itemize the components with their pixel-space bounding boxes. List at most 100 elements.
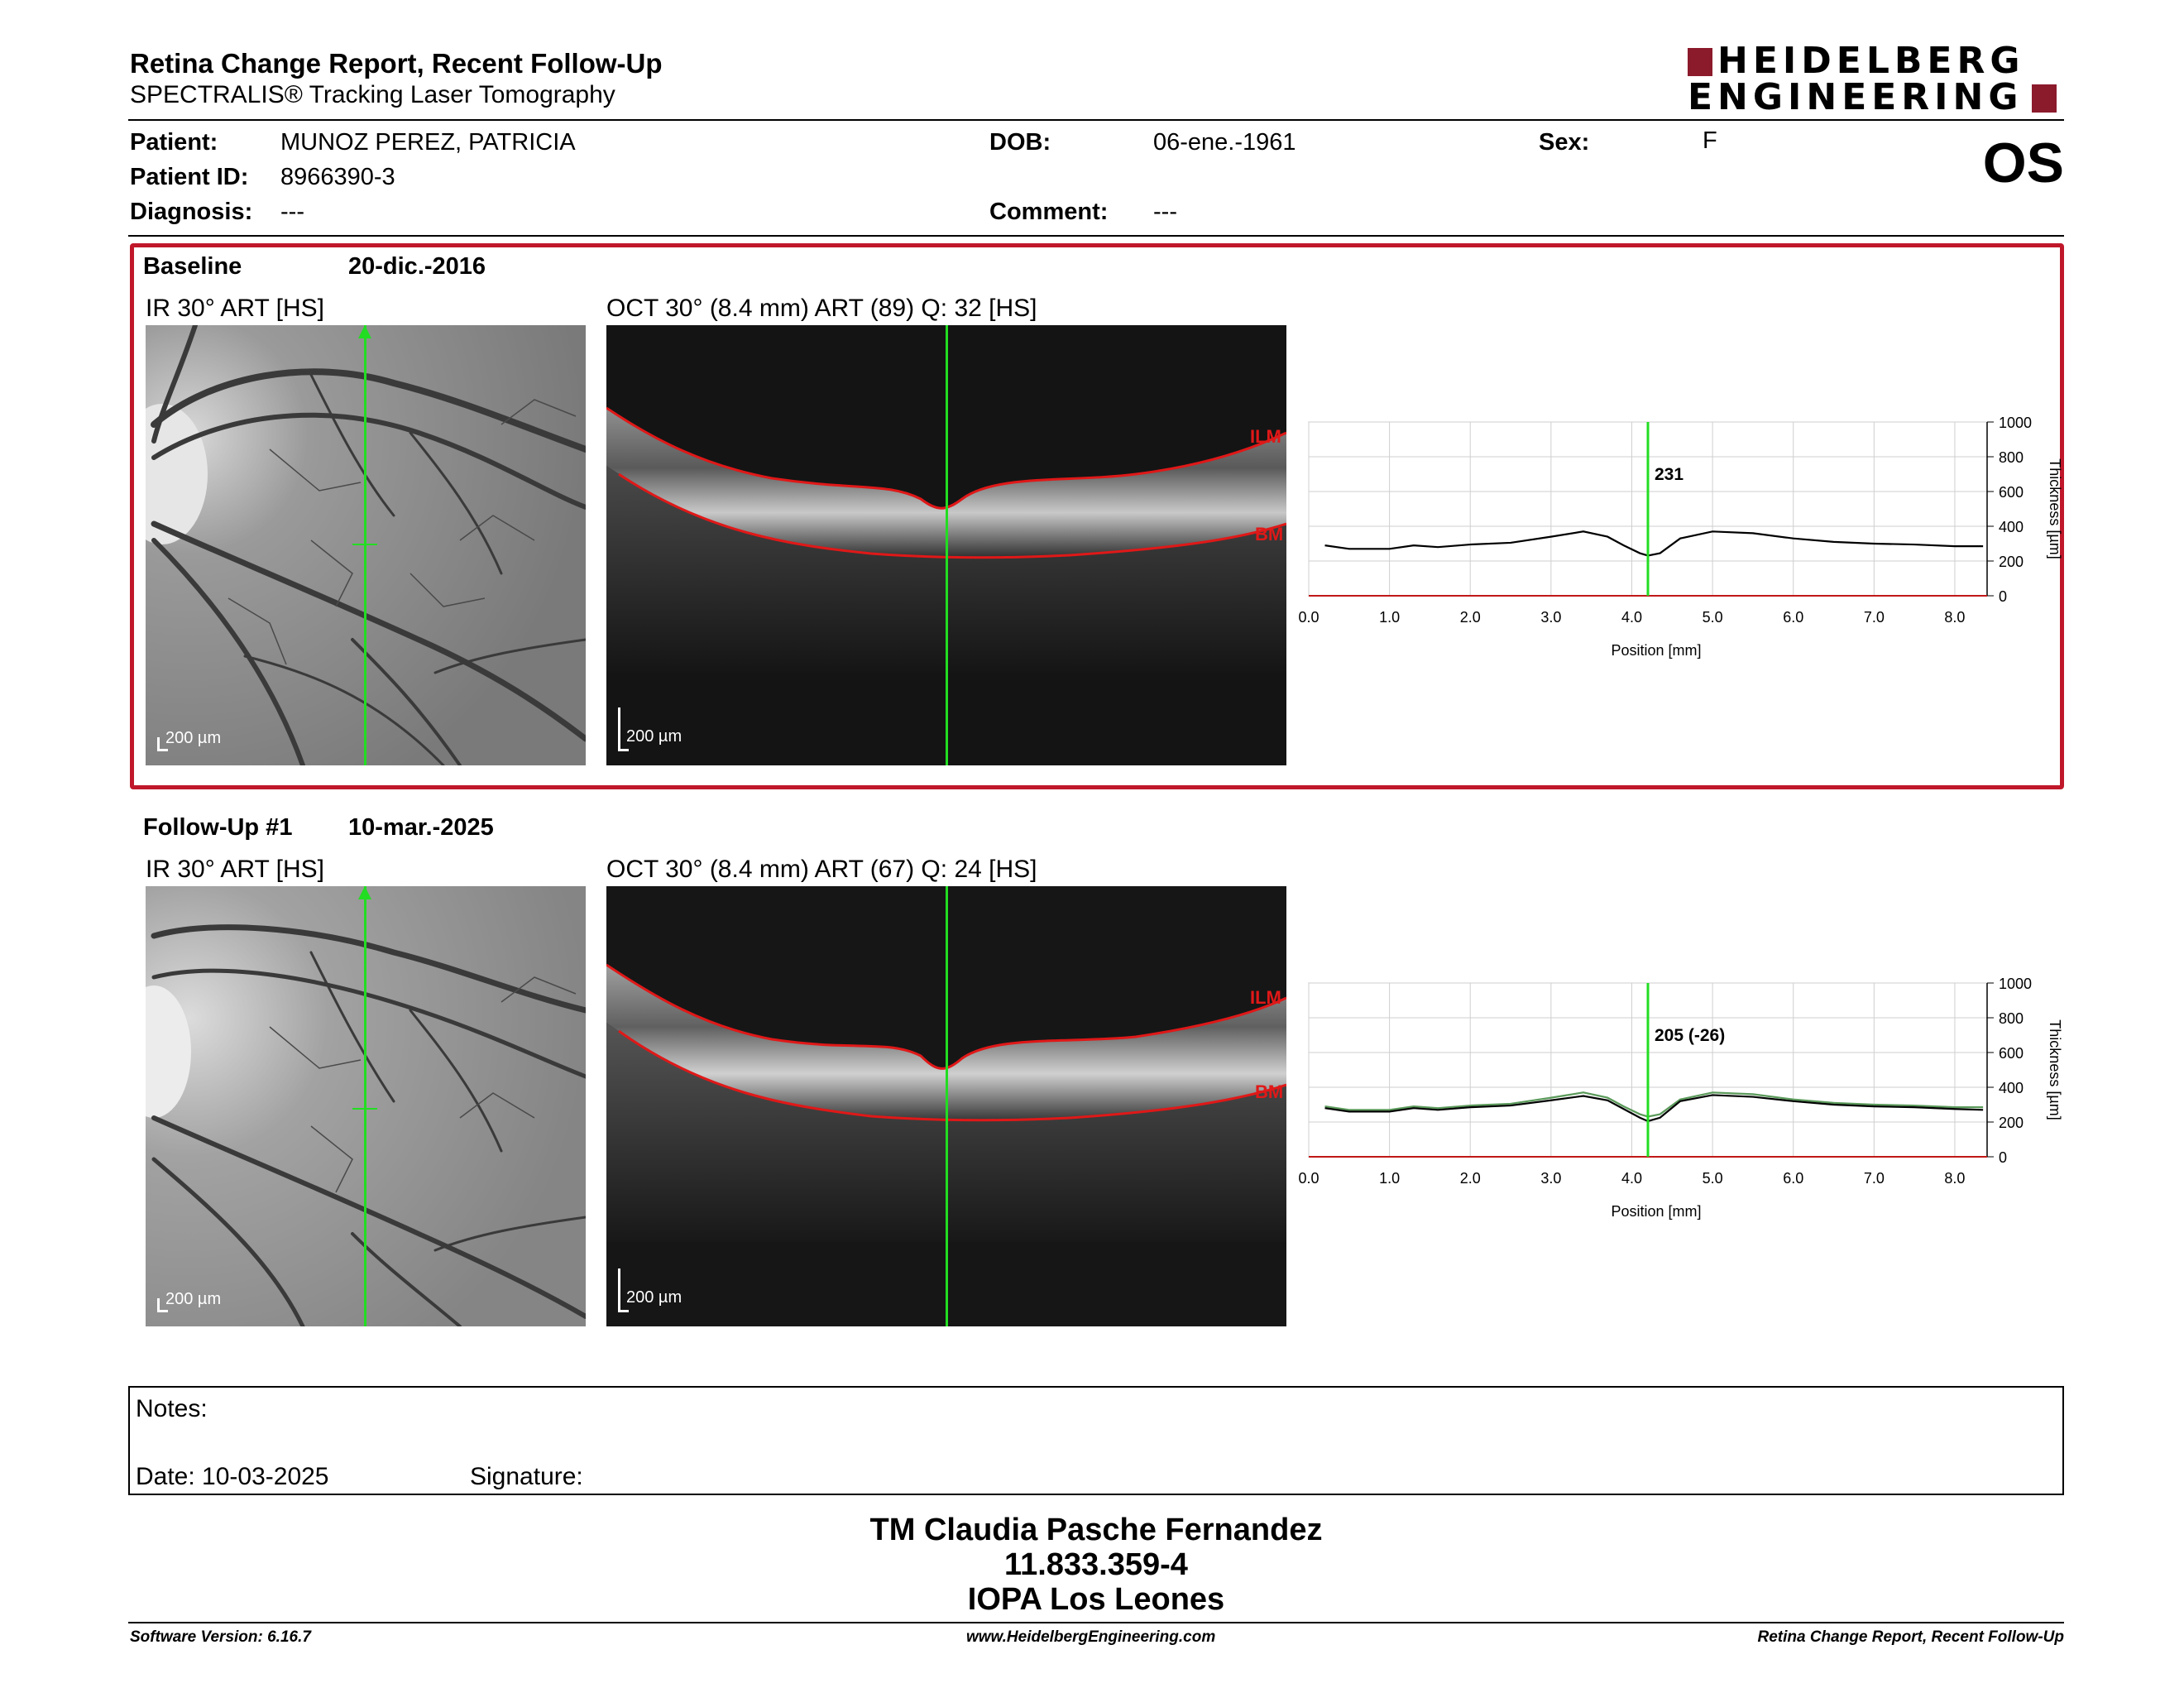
report-title: Retina Change Report, Recent Follow-Up [130,48,663,79]
x-tick-label: 0.0 [1298,609,1319,626]
x-tick-label: 0.0 [1298,1170,1319,1187]
x-tick-label: 6.0 [1783,1170,1803,1187]
x-tick-label: 4.0 [1621,1170,1642,1187]
bm-line [618,472,1286,559]
x-tick-label: 1.0 [1379,1170,1400,1187]
y-tick-label: 800 [1999,1010,2024,1027]
y-tick-label: 0 [1999,1149,2007,1166]
y-axis-label: Thickness [µm] [2047,1019,2063,1120]
cursor-arrow-icon [358,886,371,899]
y-tick-label: 1000 [1999,415,2032,431]
y-tick-label: 600 [1999,484,2024,501]
baseline-oct-caption: OCT 30° (8.4 mm) ART (89) Q: 32 [HS] [606,295,1037,322]
thickness-series-line [1324,1091,1984,1118]
baseline-frame [130,243,2064,789]
baseline-ir-caption: IR 30° ART [HS] [146,295,324,322]
y-tick-label: 400 [1999,519,2024,535]
scale-label: 200 µm [165,1290,222,1308]
patient-divider [128,235,2064,237]
report-name-footer: Retina Change Report, Recent Follow-Up [1757,1628,2064,1646]
footer-divider [128,1622,2064,1623]
software-version: Software Version: 6.16.7 [130,1628,311,1646]
x-tick-label: 8.0 [1944,1170,1965,1187]
notes-box[interactable] [128,1386,2064,1495]
heidelberg-logo: HEIDELBERG ENGINEERING [1688,43,2068,119]
comment-label: Comment: [989,199,1109,225]
cursor-value-label: 205 (-26) [1655,1026,1725,1045]
diagnosis-value: --- [280,199,304,225]
followup-oct-caption: OCT 30° (8.4 mm) ART (67) Q: 24 [HS] [606,856,1037,883]
y-tick-label: 200 [1999,554,2024,570]
logo-square-top [1688,48,1712,76]
followup-date: 10-mar.-2025 [348,814,494,841]
dob-value: 06-ene.-1961 [1153,129,1296,156]
cursor-tick [352,1108,377,1110]
x-tick-label: 3.0 [1540,609,1561,626]
logo-line2: ENGINEERING [1688,76,2024,118]
x-tick-label: 3.0 [1540,1170,1561,1187]
x-axis-label: Position [mm] [1611,1203,1701,1220]
ilm-label: ILM [1250,987,1281,1008]
x-tick-label: 2.0 [1460,609,1481,626]
logo-square-bottom [2032,84,2057,113]
y-tick-label: 800 [1999,449,2024,466]
cursor-line [946,325,948,765]
cursor-arrow-icon [358,325,371,338]
baseline-date: 20-dic.-2016 [348,253,486,280]
y-tick-label: 400 [1999,1080,2024,1096]
x-tick-label: 5.0 [1703,1170,1723,1187]
baseline-oct-bscan-image[interactable]: ILM BM 200 µm [606,325,1286,765]
notes-label: Notes: [136,1395,208,1422]
followup-ir-fundus-image[interactable]: 200 µm [146,886,586,1326]
cursor-line [364,325,366,765]
cursor-value-label: 231 [1655,465,1684,484]
bm-label: BM [1255,524,1284,544]
cursor-line [364,886,366,1326]
patient-name: MUNOZ PEREZ, PATRICIA [280,129,576,156]
thickness-series-line [1324,530,1984,557]
bm-line [618,1029,1286,1122]
signature-label: Signature: [470,1463,583,1490]
y-tick-label: 200 [1999,1115,2024,1131]
signer-id: 11.833.359-4 [1004,1547,1188,1582]
followup-ir-caption: IR 30° ART [HS] [146,856,324,883]
y-tick-label: 1000 [1999,976,2032,992]
followup-thickness-chart: 0.0 1.0 2.0 3.0 4.0 5.0 6.0 7.0 8.0 0 200 400 600 800… [1298,976,2063,1220]
ilm-line [606,406,1286,510]
x-tick-label: 7.0 [1864,609,1885,626]
sex-label: Sex: [1539,129,1590,156]
followup-oct-bscan-image[interactable]: ILM BM 200 µm [606,886,1286,1326]
x-tick-label: 6.0 [1783,609,1803,626]
header-divider [128,119,2064,121]
cursor-tick [352,544,377,545]
y-tick-label: 0 [1999,588,2007,605]
comment-value: --- [1153,199,1177,225]
x-tick-label: 8.0 [1944,609,1965,626]
report-subtitle: SPECTRALIS® Tracking Laser Tomography [130,81,615,108]
scale-label: 200 µm [626,1288,682,1307]
x-tick-label: 4.0 [1621,609,1642,626]
notes-date: Date: 10-03-2025 [136,1463,329,1490]
followup-label: Follow-Up #1 [143,814,293,841]
x-axis-label: Position [mm] [1611,642,1701,659]
scale-bar-icon [618,707,629,751]
x-tick-label: 1.0 [1379,609,1400,626]
scale-bar-icon [618,1268,629,1312]
scale-bar-icon [157,1298,168,1312]
ilm-line [606,963,1286,1070]
website-link[interactable]: www.HeidelbergEngineering.com [966,1628,1216,1646]
x-tick-label: 5.0 [1703,609,1723,626]
y-axis-label: Thickness [µm] [2047,458,2063,559]
bm-label: BM [1255,1081,1284,1102]
scale-label: 200 µm [626,727,682,746]
x-tick-label: 2.0 [1460,1170,1481,1187]
signer-institution: IOPA Los Leones [967,1582,1225,1617]
baseline-ir-fundus-image[interactable]: 200 µm [146,325,586,765]
sex-value: F [1703,127,1717,154]
thickness-series-line [1324,1094,1984,1123]
baseline-thickness-chart: 0.0 1.0 2.0 3.0 4.0 5.0 6.0 7.0 8.0 0 200 400 600 800… [1298,415,2063,659]
scale-bar-icon [157,737,168,751]
ilm-label: ILM [1250,426,1281,447]
dob-label: DOB: [989,129,1051,156]
scale-label: 200 µm [165,729,222,747]
